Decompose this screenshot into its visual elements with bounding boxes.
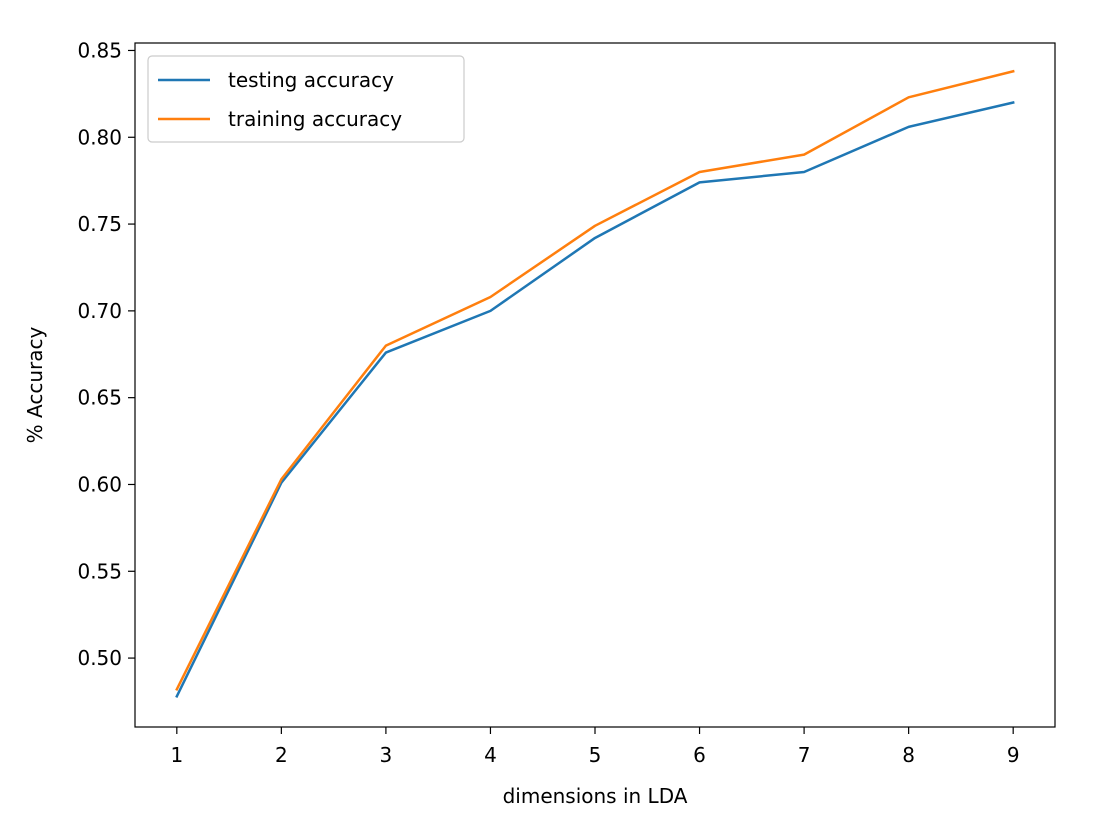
y-tick-label: 0.65 xyxy=(77,386,122,410)
y-tick-label: 0.50 xyxy=(77,646,122,670)
series-line-training xyxy=(175,69,1015,692)
x-tick-label: 3 xyxy=(380,743,393,767)
y-tick-label: 0.70 xyxy=(77,299,122,323)
x-tick-label: 1 xyxy=(170,743,183,767)
x-axis-label: dimensions in LDA xyxy=(503,784,688,808)
y-tick-label: 0.75 xyxy=(77,212,122,236)
plot-area xyxy=(134,42,1056,728)
legend-label: testing accuracy xyxy=(228,68,394,92)
legend-entries: testing accuracy training accuracy xyxy=(158,68,402,131)
legend-label: training accuracy xyxy=(228,107,402,131)
axes-frame xyxy=(134,42,1056,728)
x-tick-label: 6 xyxy=(693,743,706,767)
x-tick-label: 7 xyxy=(798,743,811,767)
y-axis: 0.50 0.55 0.60 0.65 0.70 0.75 0.80 0.85 xyxy=(77,38,135,670)
y-tick-label: 0.55 xyxy=(77,559,122,583)
x-tick-label: 5 xyxy=(589,743,602,767)
x-tick-label: 4 xyxy=(484,743,497,767)
series-line-testing xyxy=(175,101,1015,698)
series-layer xyxy=(175,69,1015,698)
y-axis-label: % Accuracy xyxy=(23,327,47,444)
x-tick-label: 8 xyxy=(902,743,915,767)
y-tick-label: 0.80 xyxy=(77,125,122,149)
y-tick-label: 0.60 xyxy=(77,472,122,496)
x-tick-label: 9 xyxy=(1007,743,1020,767)
legend-box xyxy=(147,55,465,143)
x-axis: 1 2 3 4 5 6 7 8 9 xyxy=(170,727,1020,767)
legend: testing accuracy training accuracy xyxy=(147,55,465,143)
x-tick-label: 2 xyxy=(275,743,288,767)
y-tick-label: 0.85 xyxy=(77,38,122,62)
